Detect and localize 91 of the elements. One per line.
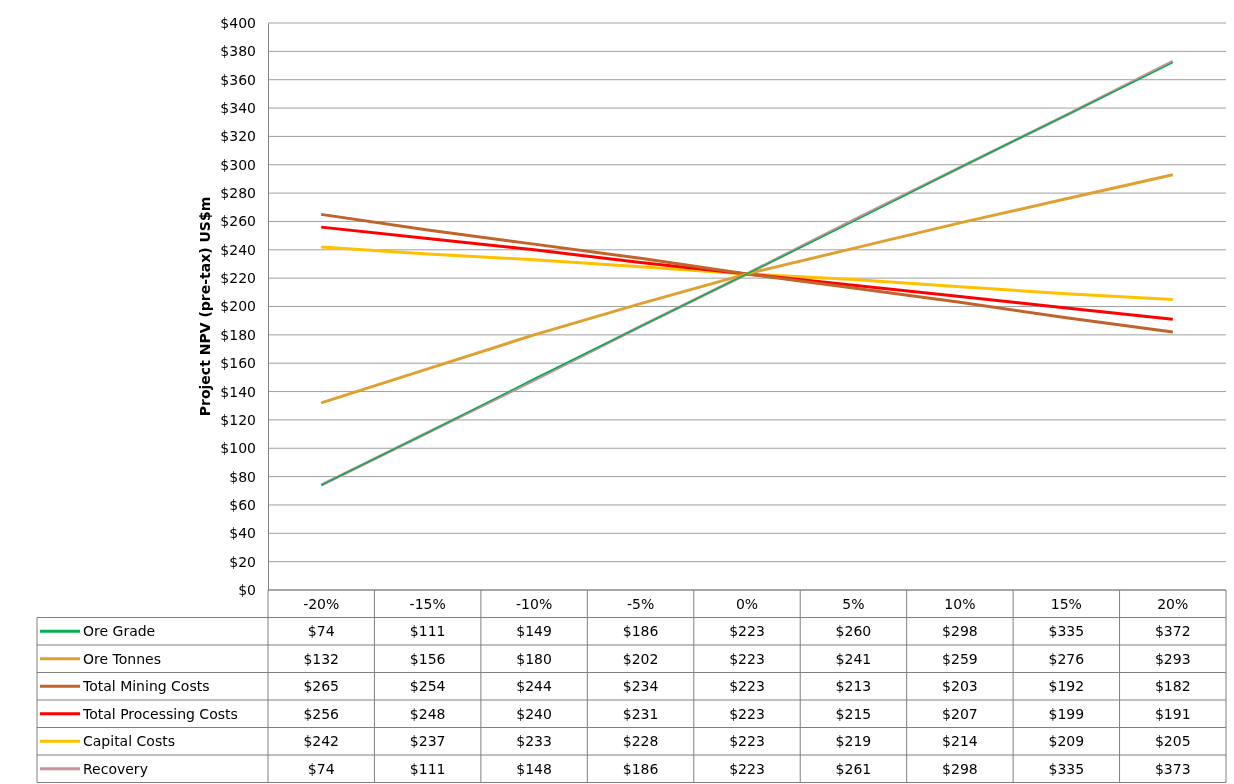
legend-label: Total Processing Costs xyxy=(82,705,238,722)
data-label: $260 xyxy=(835,623,872,640)
data-label: $248 xyxy=(409,705,446,722)
data-label: $233 xyxy=(516,733,552,750)
y-tick-label: $60 xyxy=(229,496,256,513)
data-label: $192 xyxy=(1048,678,1085,695)
data-label: $256 xyxy=(303,705,340,722)
data-label: $223 xyxy=(729,623,765,640)
data-label: $254 xyxy=(409,678,446,695)
data-label: $335 xyxy=(1048,623,1085,640)
y-axis-title: Project NPV (pre-tax) US$m xyxy=(197,196,213,417)
data-label: $219 xyxy=(835,733,872,750)
data-label: $298 xyxy=(942,760,978,777)
data-label: $149 xyxy=(516,623,552,640)
legend-label: Total Mining Costs xyxy=(82,678,210,695)
data-label: $207 xyxy=(942,705,978,722)
data-label: $209 xyxy=(1048,733,1085,750)
data-label: $234 xyxy=(622,678,659,695)
y-tick-label: $280 xyxy=(220,185,256,202)
data-label: $214 xyxy=(942,733,978,750)
data-label: $180 xyxy=(516,650,552,667)
y-tick-label: $300 xyxy=(220,156,256,173)
x-tick-label: 20% xyxy=(1157,595,1189,612)
data-label: $228 xyxy=(622,733,659,750)
data-label: $186 xyxy=(622,623,659,640)
x-tick-label: -5% xyxy=(626,595,655,612)
data-label: $241 xyxy=(835,650,872,667)
data-label: $202 xyxy=(622,650,659,667)
x-tick-label: -20% xyxy=(303,595,340,612)
y-tick-label: $340 xyxy=(220,100,256,117)
y-tick-label: $220 xyxy=(220,270,256,287)
x-tick-label: -15% xyxy=(409,595,446,612)
y-tick-label: $200 xyxy=(220,298,256,315)
y-tick-label: $120 xyxy=(220,411,256,428)
y-tick-label: $40 xyxy=(229,525,256,542)
data-label: $132 xyxy=(303,650,340,667)
data-label: $182 xyxy=(1154,678,1191,695)
data-label: $215 xyxy=(835,705,872,722)
data-label: $148 xyxy=(516,760,552,777)
x-tick-label: 0% xyxy=(735,595,759,612)
y-tick-label: $80 xyxy=(229,468,256,485)
data-label: $203 xyxy=(942,678,978,695)
data-label: $205 xyxy=(1154,733,1191,750)
data-label: $259 xyxy=(942,650,978,667)
x-tick-label: 5% xyxy=(842,595,865,612)
data-label: $111 xyxy=(409,760,446,777)
data-label: $223 xyxy=(729,678,765,695)
data-label: $191 xyxy=(1154,705,1191,722)
legend-label: Ore Tonnes xyxy=(83,650,161,667)
data-label: $265 xyxy=(303,678,340,695)
y-tick-label: $400 xyxy=(220,14,256,31)
y-tick-label: $360 xyxy=(220,71,256,88)
data-label: $335 xyxy=(1048,760,1085,777)
x-tick-label: 15% xyxy=(1050,595,1082,612)
y-tick-label: $320 xyxy=(220,128,256,145)
y-tick-label: $100 xyxy=(220,440,256,457)
data-label: $244 xyxy=(516,678,553,695)
data-label: $223 xyxy=(729,733,765,750)
data-label: $156 xyxy=(409,650,446,667)
data-label: $186 xyxy=(622,760,659,777)
data-label: $231 xyxy=(622,705,659,722)
data-label: $223 xyxy=(729,705,765,722)
legend-label: Recovery xyxy=(83,760,148,777)
data-label: $298 xyxy=(942,623,978,640)
data-label: $240 xyxy=(516,705,552,722)
data-label: $293 xyxy=(1154,650,1191,667)
y-tick-label: $140 xyxy=(220,383,256,400)
y-tick-label: $380 xyxy=(220,43,256,60)
data-label: $111 xyxy=(409,623,446,640)
y-tick-label: $180 xyxy=(220,326,256,343)
y-tick-label: $0 xyxy=(238,581,256,598)
data-label: $373 xyxy=(1154,760,1191,777)
data-label: $213 xyxy=(835,678,872,695)
data-label: $223 xyxy=(729,650,765,667)
x-tick-label: -10% xyxy=(516,595,553,612)
y-tick-label: $260 xyxy=(220,213,256,230)
data-label: $242 xyxy=(303,733,340,750)
y-tick-label: $20 xyxy=(229,553,256,570)
data-label: $199 xyxy=(1048,705,1085,722)
data-label: $74 xyxy=(307,623,335,640)
legend-label: Capital Costs xyxy=(83,733,175,750)
data-label: $74 xyxy=(307,760,335,777)
data-label: $261 xyxy=(835,760,872,777)
legend-label: Ore Grade xyxy=(83,623,156,640)
data-label: $372 xyxy=(1154,623,1191,640)
data-label: $223 xyxy=(729,760,765,777)
y-tick-label: $240 xyxy=(220,241,256,258)
y-tick-label: $160 xyxy=(220,355,256,372)
data-label: $276 xyxy=(1048,650,1085,667)
x-tick-label: 10% xyxy=(944,595,976,612)
data-label: $237 xyxy=(409,733,446,750)
